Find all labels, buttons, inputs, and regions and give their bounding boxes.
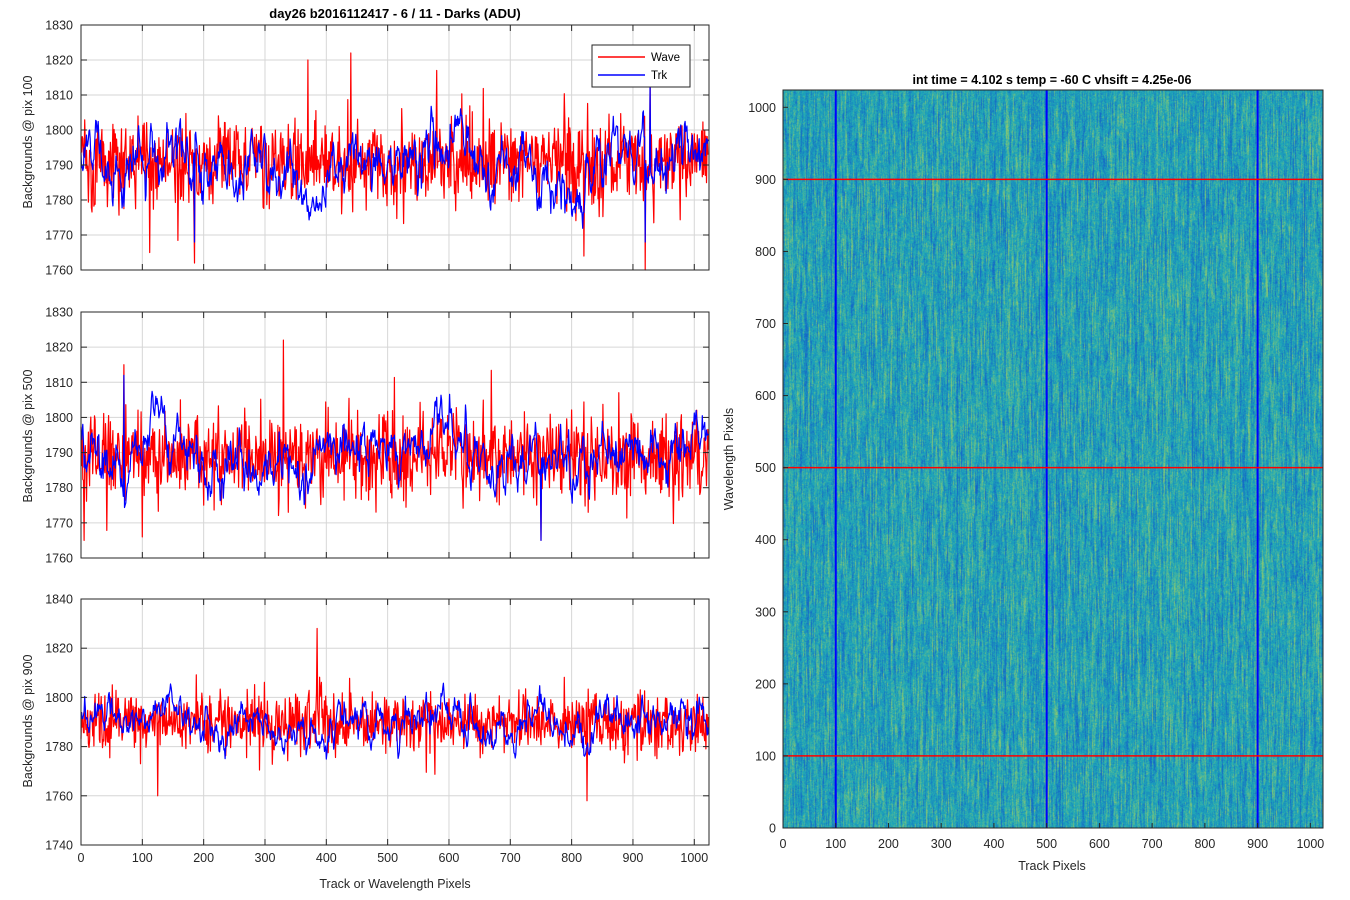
x-tick-label: 500 (1036, 837, 1057, 851)
heatmap-image (783, 90, 1323, 828)
axes-frame (80, 24, 710, 271)
y-tick-label: 1770 (45, 516, 73, 530)
x-tick-label: 800 (561, 851, 582, 865)
subplot-2-plot-area: 1760 1770 1780 1790 1800 1810 1820 1830 (45, 306, 710, 566)
heatmap-xlabel: Track Pixels (1018, 859, 1086, 873)
subplot-2-ylabel: Backgrounds @ pix 500 (21, 370, 35, 503)
x-tick-label: 900 (1247, 837, 1268, 851)
y-tick-label: 1000 (748, 101, 776, 115)
x-tick-label: 1000 (1296, 837, 1324, 851)
x-tick-label: 200 (193, 851, 214, 865)
y-tick-label: 1840 (45, 593, 73, 607)
x-tick-label: 300 (255, 851, 276, 865)
y-tick-label: 700 (755, 317, 776, 331)
x-tick-label: 700 (1142, 837, 1163, 851)
x-tick-label: 600 (1089, 837, 1110, 851)
subplot-1-title: day26 b2016112417 - 6 / 11 - Darks (ADU) (269, 6, 520, 21)
subplot-3-ylabel: Backgrounds @ pix 900 (21, 655, 35, 788)
x-tick-label: 100 (132, 851, 153, 865)
y-tick-label: 1790 (45, 159, 73, 173)
y-tick-label: 1780 (45, 740, 73, 754)
y-tick-label: 1780 (45, 194, 73, 208)
x-tick-label: 400 (316, 851, 337, 865)
x-tick-label: 900 (623, 851, 644, 865)
y-tick-label: 1790 (45, 446, 73, 460)
y-tick-label: 1800 (45, 124, 73, 138)
y-tick-label: 400 (755, 533, 776, 547)
series-trk-line (80, 80, 709, 243)
legend-box (591, 44, 691, 88)
y-tick-label: 1760 (45, 264, 73, 278)
heatmap-ylabel: Wavelength Pixels (722, 408, 736, 510)
axes-frame (80, 311, 710, 559)
heatmap-frame (782, 89, 1324, 829)
subplot-3-xlabel: Track or Wavelength Pixels (319, 877, 470, 891)
x-tick-label: 300 (931, 837, 952, 851)
y-tick-label: 1820 (45, 54, 73, 68)
y-tick-label: 1770 (45, 229, 73, 243)
y-tick-label: 1810 (45, 376, 73, 390)
y-tick-label: 1830 (45, 19, 73, 33)
subplot-1-ylabel: Backgrounds @ pix 100 (21, 76, 35, 209)
y-tick-label: 1820 (45, 642, 73, 656)
heatmap-plot-area: 0 100 200 300 400 500 600 700 800 900 1000 0 100 200 3… (748, 89, 1324, 851)
y-tick-label: 1830 (45, 306, 73, 320)
x-tick-label: 600 (439, 851, 460, 865)
y-tick-label: 0 (769, 822, 776, 836)
y-tick-label: 900 (755, 173, 776, 187)
heatmap-canvas (783, 90, 1323, 828)
y-tick-label: 100 (755, 749, 776, 763)
y-tick-label: 800 (755, 245, 776, 259)
x-tick-label: 200 (878, 837, 899, 851)
heatmap-title: int time = 4.102 s temp = -60 C vhsift =… (913, 73, 1192, 87)
y-tick-label: 500 (755, 461, 776, 475)
y-tick-label: 1760 (45, 552, 73, 566)
x-tick-label: 500 (377, 851, 398, 865)
y-tick-label: 1810 (45, 89, 73, 103)
x-tick-label: 0 (78, 851, 85, 865)
subplot-3-plot-area: 0 100 200 300 400 500 600 700 800 900 1000 1740 1760… (45, 593, 710, 865)
x-tick-label: 700 (500, 851, 521, 865)
x-tick-label: 800 (1194, 837, 1215, 851)
x-tick-label: 1000 (680, 851, 708, 865)
axes-frame (80, 598, 710, 846)
y-tick-label: 600 (755, 389, 776, 403)
x-tick-label: 100 (825, 837, 846, 851)
legend-wave-label: Wave (651, 52, 680, 64)
y-tick-label: 1820 (45, 341, 73, 355)
y-tick-label: 300 (755, 605, 776, 619)
x-tick-label: 0 (780, 837, 787, 851)
y-tick-label: 1780 (45, 481, 73, 495)
series-trk-line (80, 374, 709, 541)
subplot-pix-100: day26 b2016112417 - 6 / 11 - Darks (ADU)… (21, 6, 710, 278)
subplot-pix-900: Backgrounds @ pix 900 Track or Wavelengt… (21, 593, 710, 891)
x-tick-label: 400 (984, 837, 1005, 851)
subplot-pix-500: Backgrounds @ pix 500 1760 1770 1780 1790 18… (21, 306, 710, 566)
series-wave-line (80, 339, 709, 541)
y-tick-label: 200 (755, 677, 776, 691)
y-tick-label: 1760 (45, 789, 73, 803)
y-tick-label: 1800 (45, 411, 73, 425)
heatmap-panel: int time = 4.102 s temp = -60 C vhsift =… (722, 73, 1324, 873)
y-tick-label: 1740 (45, 839, 73, 853)
legend-trk-label: Trk (651, 70, 667, 82)
y-tick-label: 1800 (45, 691, 73, 705)
legend: Wave Trk (591, 44, 691, 88)
series-trk-line (81, 682, 709, 760)
